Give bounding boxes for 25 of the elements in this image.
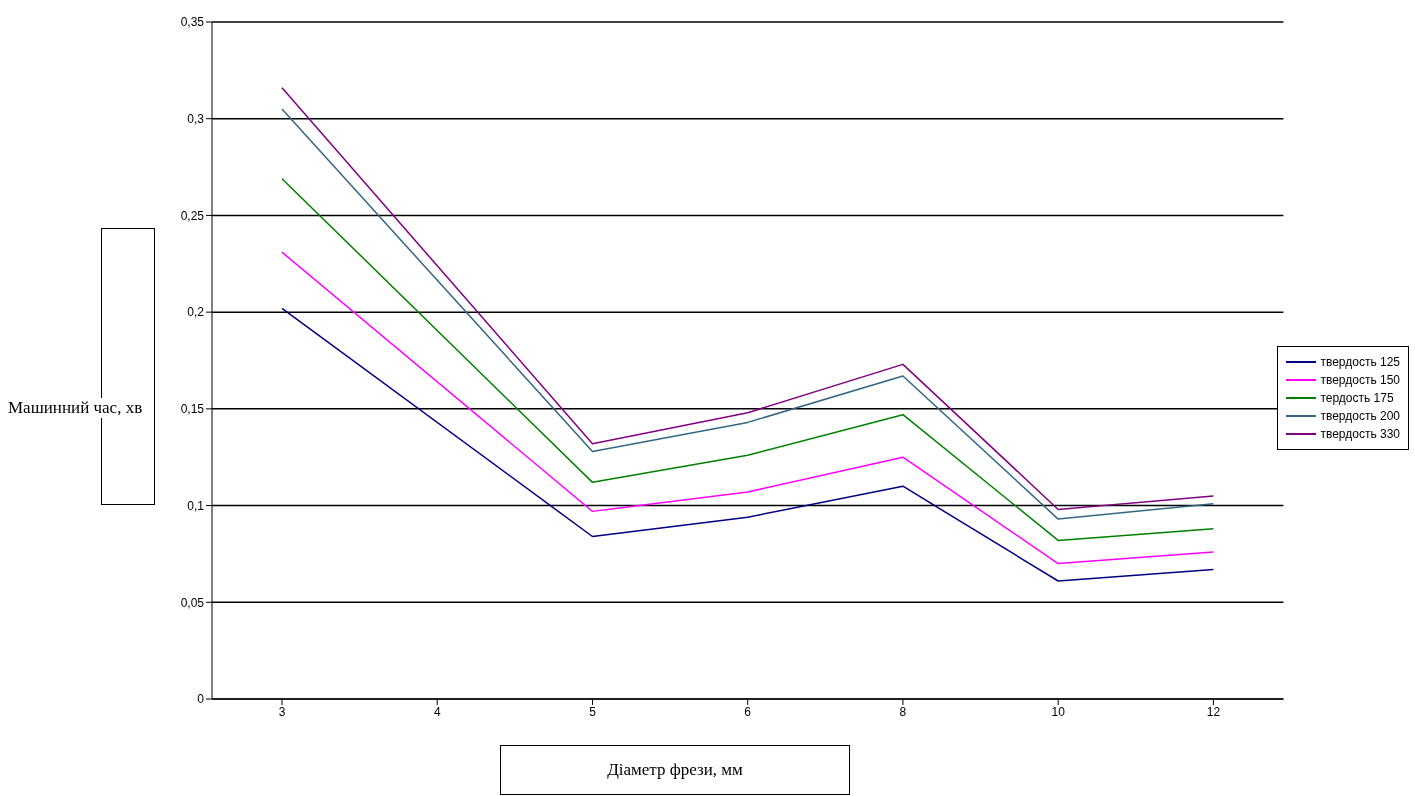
legend-label: твердость 125 bbox=[1320, 355, 1400, 369]
legend-label: твердость 150 bbox=[1320, 373, 1400, 387]
legend-label: твердость 200 bbox=[1320, 409, 1400, 423]
x-tick-label: 10 bbox=[1051, 704, 1066, 719]
y-tick-label: 0,35 bbox=[180, 15, 205, 30]
x-tick-label: 6 bbox=[744, 704, 752, 719]
x-tick-label: 3 bbox=[278, 704, 286, 719]
x-tick-label: 5 bbox=[589, 704, 597, 719]
x-tick-label: 4 bbox=[433, 704, 441, 719]
line-series bbox=[281, 177, 1215, 542]
y-tick-label: 0,25 bbox=[180, 208, 205, 223]
legend-label: твердость 330 bbox=[1320, 427, 1400, 441]
y-tick-label: 0,2 bbox=[187, 305, 205, 320]
y-tick-label: 0,3 bbox=[187, 111, 205, 126]
text-frame: Діаметр фрези, мм bbox=[500, 745, 850, 795]
line-series bbox=[281, 251, 1215, 565]
line-series bbox=[281, 307, 1215, 582]
y-axis-title: Машинний час, хв bbox=[8, 398, 143, 418]
y-tick-label: 0,15 bbox=[180, 402, 205, 417]
y-tick-label: 0 bbox=[197, 692, 205, 707]
x-tick-label: 8 bbox=[899, 704, 907, 719]
legend-label: тердость 175 bbox=[1320, 391, 1394, 405]
y-tick-label: 0,05 bbox=[180, 595, 205, 610]
x-tick-label: 12 bbox=[1206, 704, 1221, 719]
y-tick-label: 0,1 bbox=[187, 498, 205, 513]
